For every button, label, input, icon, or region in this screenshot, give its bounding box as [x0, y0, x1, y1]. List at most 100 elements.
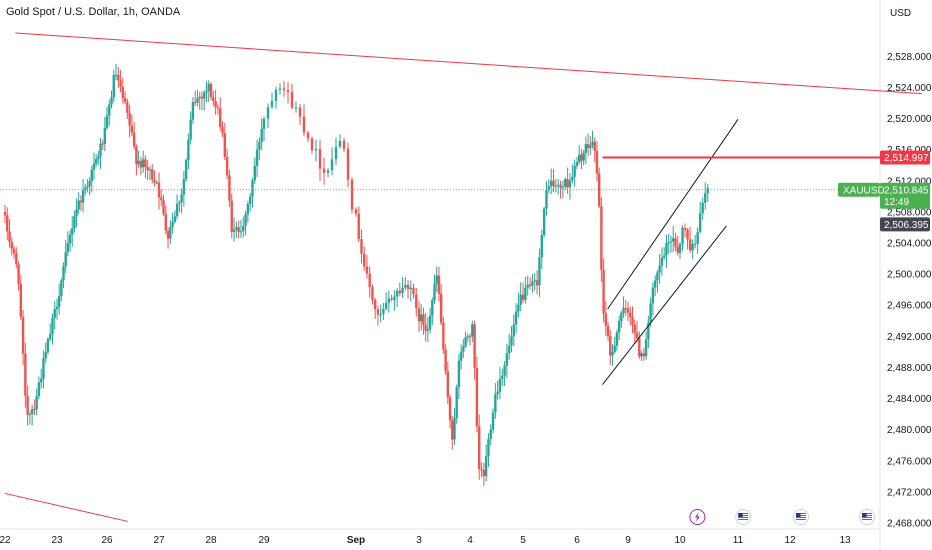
symbol-tag-label: XAUUSD — [843, 185, 885, 196]
candle-up — [533, 280, 536, 282]
candle-down — [322, 168, 326, 173]
candle-down — [368, 273, 371, 288]
candle-down — [633, 324, 636, 333]
candle-up — [510, 336, 513, 346]
candle-down — [162, 200, 165, 214]
candle-up — [613, 345, 616, 353]
candle-up — [57, 296, 61, 307]
upper-trendline — [15, 32, 923, 95]
candle-up — [489, 429, 492, 440]
candle-up — [647, 322, 650, 340]
candle-down — [390, 298, 393, 300]
candle-down — [135, 146, 138, 165]
candle-down — [606, 325, 610, 337]
candle-down — [24, 353, 27, 396]
candle-up — [171, 221, 174, 228]
candle-down — [228, 175, 231, 201]
candle-up — [175, 203, 179, 217]
candle-up — [484, 456, 488, 477]
candle-down — [360, 239, 363, 254]
candle-down — [482, 469, 486, 477]
channel-upper-line — [607, 119, 739, 310]
time-tick-label: 22 — [0, 535, 11, 546]
candle-down — [200, 96, 204, 99]
candle-up — [260, 128, 263, 143]
last-price-tag-label: 2,510.845 — [884, 185, 929, 196]
candle-up — [591, 141, 594, 146]
candle-down — [26, 395, 29, 415]
candle-up — [108, 104, 111, 116]
candle-up — [487, 439, 490, 457]
candle-down — [121, 86, 125, 99]
candle-up — [148, 169, 152, 171]
candle-up — [92, 163, 96, 170]
candle-down — [424, 324, 427, 331]
candle-down — [219, 108, 222, 128]
price-tick-label: 2,500.000 — [887, 270, 932, 281]
candle-down — [602, 269, 605, 314]
candle-up — [589, 145, 592, 149]
candle-up — [232, 229, 236, 232]
candle-down — [166, 230, 170, 239]
price-tick-label: 2,496.000 — [887, 301, 932, 312]
candle-up — [62, 266, 65, 281]
candle-down — [631, 317, 634, 325]
candle-down — [193, 102, 197, 104]
currency-label[interactable]: USD — [890, 8, 911, 19]
candle-up — [611, 352, 614, 356]
candle-up — [255, 149, 259, 167]
candle-down — [146, 167, 149, 171]
candle-down — [310, 138, 314, 151]
candle-up — [505, 353, 509, 366]
candle-down — [139, 160, 143, 168]
candle-down — [237, 227, 240, 233]
last-price-tag-bg — [880, 182, 930, 209]
candle-up — [235, 227, 238, 230]
candle-up — [187, 139, 190, 161]
candle-up — [94, 159, 98, 164]
candle-up — [239, 231, 243, 233]
price-tick-label: 2,520.000 — [887, 114, 932, 125]
candle-up — [196, 98, 199, 103]
candle-up — [519, 294, 522, 305]
candle-down — [528, 284, 532, 286]
candle-up — [246, 204, 250, 215]
candle-up — [669, 241, 673, 243]
flag-stripe — [738, 515, 749, 516]
candle-down — [221, 127, 224, 134]
candle-up — [137, 160, 140, 165]
candle-down — [635, 332, 639, 339]
candle-up — [112, 74, 115, 98]
candle-down — [674, 238, 677, 247]
candle-down — [624, 307, 627, 309]
time-tick-label: Sep — [347, 535, 365, 546]
candle-down — [683, 227, 687, 230]
candle-up — [103, 128, 107, 144]
candle-up — [420, 314, 423, 322]
time-tick-label: 9 — [625, 535, 631, 546]
candle-down — [119, 80, 122, 87]
candle-up — [514, 311, 518, 325]
candle-up — [75, 209, 78, 217]
candle-down — [346, 148, 350, 180]
prev-close-tag-bg — [880, 217, 930, 232]
candle-up — [379, 313, 382, 315]
candle-up — [46, 338, 50, 353]
candle-up — [554, 185, 558, 187]
candle-up — [39, 378, 43, 383]
candle-down — [354, 209, 358, 214]
time-tick-label: 10 — [674, 535, 686, 546]
candle-down — [128, 112, 131, 126]
candle-down — [475, 367, 479, 427]
candle-down — [593, 141, 596, 152]
candle-up — [617, 321, 621, 333]
candle-up — [88, 181, 91, 187]
candle-down — [642, 353, 646, 357]
candle-up — [435, 275, 438, 284]
candle-down — [559, 184, 562, 188]
candle-up — [696, 231, 699, 244]
candle-down — [160, 197, 163, 201]
candle-up — [110, 97, 113, 105]
price-tick-label: 2,504.000 — [887, 238, 932, 249]
